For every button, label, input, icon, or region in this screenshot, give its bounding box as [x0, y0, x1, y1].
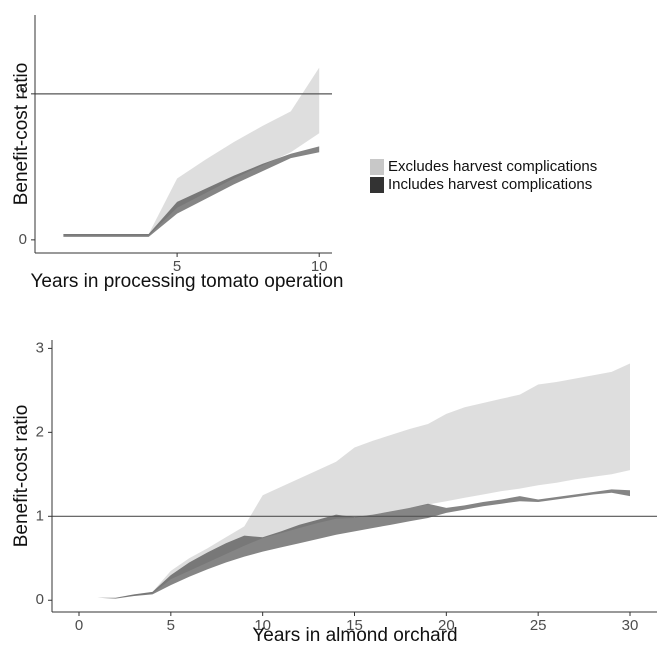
y-tick-label: 1 [19, 85, 27, 102]
legend-label: Includes harvest complications [388, 176, 592, 193]
legend-label: Excludes harvest complications [388, 158, 597, 175]
x-tick-label: 25 [530, 617, 547, 634]
x-tick-label: 0 [75, 617, 83, 634]
y-axis-title: Benefit-cost ratio [11, 63, 32, 206]
x-axis-title: Years in almond orchard [252, 625, 457, 646]
legend-key [370, 159, 384, 175]
y-tick-label: 1 [36, 507, 44, 524]
x-tick-label: 5 [173, 258, 181, 275]
y-tick-label: 0 [36, 591, 44, 608]
y-tick-label: 3 [36, 339, 44, 356]
x-tick-label: 10 [254, 617, 271, 634]
band-area [97, 363, 630, 598]
y-axis-title: Benefit-cost ratio [11, 405, 32, 548]
band-area [63, 146, 320, 237]
x-tick-label: 20 [438, 617, 455, 634]
y-tick-label: 2 [36, 423, 44, 440]
x-tick-label: 30 [622, 617, 639, 634]
x-tick-label: 15 [346, 617, 363, 634]
legend-key [370, 177, 384, 193]
y-tick-label: 0 [19, 231, 27, 248]
x-axis-title: Years in processing tomato operation [31, 271, 344, 292]
x-tick-label: 10 [311, 258, 328, 275]
band-area [63, 67, 320, 236]
x-tick-label: 5 [167, 617, 175, 634]
